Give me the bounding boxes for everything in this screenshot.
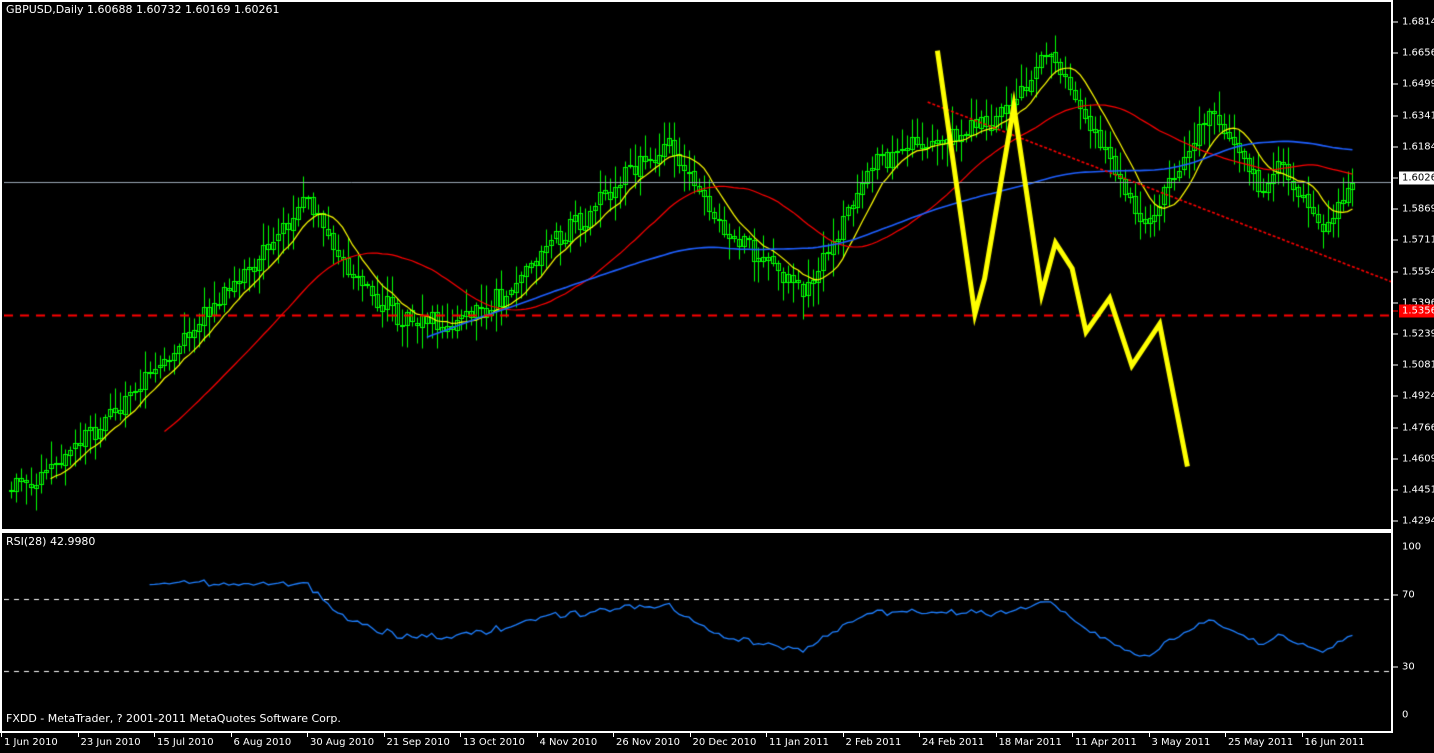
price-tick-label: 1.49240	[1402, 390, 1434, 402]
price-tick-label: 1.57115	[1402, 234, 1434, 246]
date-axis-label: 13 Oct 2010	[463, 737, 525, 748]
rsi-indicator-pane[interactable]	[0, 531, 1434, 733]
date-axis-label: 3 May 2011	[1151, 737, 1211, 748]
price-tick-mark	[1393, 208, 1398, 210]
date-tick-mark	[77, 733, 79, 737]
price-tick-label: 1.42940	[1402, 515, 1434, 527]
date-tick-mark	[689, 733, 691, 737]
date-axis-label: 25 May 2011	[1228, 737, 1294, 748]
date-axis-label: 2 Feb 2011	[845, 737, 902, 748]
price-tick-mark	[1393, 302, 1398, 304]
price-tick-mark	[1393, 83, 1398, 85]
date-tick-mark	[383, 733, 385, 737]
price-tick-mark	[1393, 239, 1398, 241]
date-tick-mark	[460, 733, 461, 737]
date-axis-label: 16 Jun 2011	[1304, 737, 1365, 748]
price-tick-mark	[1393, 364, 1398, 366]
date-tick-mark	[766, 733, 767, 737]
price-tick-label: 1.64990	[1402, 78, 1434, 90]
date-tick-mark	[995, 733, 997, 737]
date-axis-label: 15 Jul 2010	[157, 737, 214, 748]
date-axis-label: 11 Apr 2011	[1075, 737, 1137, 748]
price-tick-label: 1.53965	[1402, 297, 1434, 309]
price-tick-label: 1.55540	[1402, 266, 1434, 278]
rsi-scale-divider	[1391, 531, 1393, 731]
rsi-tick-label: 0	[1402, 709, 1409, 721]
price-tick-mark	[1393, 458, 1398, 460]
price-tick-mark	[1393, 395, 1398, 397]
price-tick-label: 1.68140	[1402, 16, 1434, 28]
price-scale-divider	[1391, 0, 1393, 531]
date-axis-label: 20 Dec 2010	[692, 737, 757, 748]
symbol-header: GBPUSD,Daily 1.60688 1.60732 1.60169 1.6…	[6, 3, 280, 16]
price-chart-pane[interactable]	[0, 0, 1434, 531]
date-axis[interactable]: 1 Jun 2010 23 Jun 2010 15 Jul 2010 6 Aug 20…	[0, 731, 1434, 753]
date-tick-mark	[613, 733, 614, 737]
date-axis-label: 18 Mar 2011	[998, 737, 1062, 748]
price-tick-mark	[1393, 115, 1398, 117]
rsi-scale[interactable]: 100 70 30 0	[1393, 531, 1434, 731]
rsi-tick-mark	[1393, 594, 1398, 596]
date-tick-mark	[1148, 733, 1150, 737]
rsi-tick-mark	[1393, 666, 1398, 668]
price-tick-label: 1.52390	[1402, 328, 1434, 340]
date-axis-label: 4 Nov 2010	[539, 737, 598, 748]
date-axis-label: 23 Jun 2010	[80, 737, 141, 748]
price-tick-mark	[1393, 52, 1398, 54]
rsi-tick-label: 70	[1402, 589, 1415, 601]
date-tick-mark	[1225, 733, 1226, 737]
price-tick-label: 1.50815	[1402, 359, 1434, 371]
price-tick-label: 1.47665	[1402, 422, 1434, 434]
date-tick-mark	[1301, 733, 1303, 737]
alert-price-tick-mark	[1393, 310, 1398, 312]
price-tick-mark	[1393, 489, 1398, 491]
date-tick-mark	[919, 733, 920, 737]
price-tick-mark	[1393, 271, 1398, 273]
date-tick-mark	[230, 733, 232, 737]
date-axis-label: 11 Jan 2011	[769, 737, 829, 748]
date-axis-label: 30 Aug 2010	[310, 737, 375, 748]
price-tick-label: 1.44515	[1402, 484, 1434, 496]
date-axis-label: 26 Nov 2010	[616, 737, 681, 748]
price-tick-mark	[1393, 21, 1398, 23]
price-tick-label: 1.66565	[1402, 47, 1434, 59]
price-tick-mark	[1393, 520, 1398, 522]
price-tick-mark	[1393, 146, 1398, 148]
date-axis-label: 21 Sep 2010	[386, 737, 450, 748]
price-tick-mark	[1393, 177, 1398, 179]
date-tick-mark	[307, 733, 308, 737]
price-tick-mark	[1393, 427, 1398, 429]
price-tick-label: 1.58690	[1402, 203, 1434, 215]
date-tick-mark	[842, 733, 844, 737]
date-axis-label: 6 Aug 2010	[233, 737, 292, 748]
rsi-plot-canvas[interactable]	[4, 535, 1393, 733]
price-tick-label: 1.63415	[1402, 110, 1434, 122]
date-tick-mark	[536, 733, 538, 737]
price-tick-mark	[1393, 333, 1398, 335]
rsi-tick-label: 100	[1402, 541, 1422, 553]
date-axis-label: 24 Feb 2011	[922, 737, 985, 748]
copyright-footer: FXDD - MetaTrader, ? 2001-2011 MetaQuote…	[6, 712, 341, 725]
rsi-header: RSI(28) 42.9980	[6, 535, 96, 548]
date-tick-mark	[154, 733, 155, 737]
current-price-label: 1.60261	[1399, 171, 1434, 185]
date-tick-mark	[1072, 733, 1073, 737]
price-plot-canvas[interactable]	[4, 4, 1393, 531]
alert-price-label: 1.53563	[1399, 304, 1434, 318]
price-tick-label: 1.61840	[1402, 141, 1434, 153]
price-tick-label: 1.46090	[1402, 453, 1434, 465]
date-axis-label: 1 Jun 2010	[4, 737, 58, 748]
rsi-tick-label: 30	[1402, 661, 1415, 673]
date-tick-mark	[1, 733, 2, 737]
